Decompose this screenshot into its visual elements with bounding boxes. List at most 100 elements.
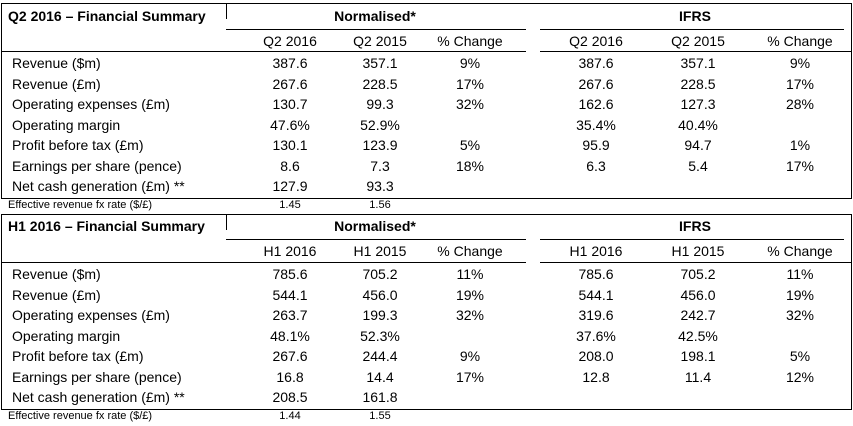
q2-col-ifrs-current: Q2 2016: [569, 33, 623, 49]
cell-norm-current: 130.7: [272, 96, 308, 112]
cell-ifrs-prior: 456.0: [680, 286, 716, 303]
cell-norm-prior: 199.3: [362, 307, 398, 323]
h1-col-norm-current: H1 2016: [263, 243, 317, 259]
cell-ifrs-current: 208.0: [578, 348, 614, 364]
h1-table-title: H1 2016 – Financial Summary: [8, 218, 205, 234]
q2-table-title: Q2 2016 – Financial Summary: [8, 8, 206, 24]
h1-vertical-divider: [226, 214, 227, 230]
cell-ifrs-current: 267.6: [578, 75, 614, 92]
h1-col-ifrs-prior: H1 2015: [671, 243, 725, 259]
q2-fx-rule: [1, 198, 526, 199]
cell-ifrs-current: 785.6: [578, 266, 614, 282]
cell-ifrs-current: [556, 176, 636, 196]
cell-ifrs-change: 28%: [785, 96, 815, 112]
h1-header-rule-ifrs: [540, 239, 844, 240]
h1-fx-row: Effective revenue fx rate ($/£) 1.44 1.5…: [0, 408, 853, 424]
q2-normalised-header: Normalised*: [334, 8, 416, 24]
table-row: Earnings per share (pence) 16.8 14.4 17% 12.…: [0, 367, 853, 387]
h1-col-norm-prior: H1 2015: [353, 243, 407, 259]
q2-header-rule-normalised: [226, 29, 526, 30]
cell-ifrs-prior: [658, 176, 738, 196]
cell-norm-change: 5%: [459, 137, 481, 153]
row-label: Profit before tax (£m): [12, 348, 144, 364]
cell-ifrs-change: 9%: [789, 55, 811, 71]
cell-ifrs-change: 11%: [786, 266, 814, 282]
cell-norm-prior: 123.9: [362, 137, 398, 153]
cell-ifrs-change: 1%: [789, 137, 811, 153]
cell-ifrs-prior: 42.5%: [678, 327, 718, 344]
row-label: Revenue (£m): [12, 286, 101, 303]
h1-fx-label: Effective revenue fx rate ($/£): [8, 410, 153, 422]
table-row: Operating expenses (£m) 130.7 99.3 32% 162.6…: [0, 94, 853, 114]
cell-norm-current: 48.1%: [270, 327, 310, 344]
cell-norm-change: 32%: [455, 307, 485, 323]
q2-column-header-row: Q2 2016 Q2 2015 % Change Q2 2016 Q2 2015…: [0, 31, 853, 51]
cell-norm-change: [430, 387, 510, 407]
row-label: Revenue ($m): [12, 55, 101, 71]
table-row: Operating expenses (£m) 263.7 199.3 32% 319.…: [0, 305, 853, 325]
cell-norm-current: 544.1: [272, 286, 308, 303]
table-row: Profit before tax (£m) 130.1 123.9 5% 95.9 94…: [0, 135, 853, 155]
h1-colheader-rule-left: [1, 262, 526, 263]
cell-ifrs-prior: 198.1: [680, 348, 716, 364]
h1-col-ifrs-current: H1 2016: [569, 243, 623, 259]
cell-norm-prior: 244.4: [362, 348, 398, 364]
cell-ifrs-prior: 228.5: [680, 75, 716, 92]
cell-norm-current: 130.1: [272, 137, 308, 153]
cell-ifrs-prior: 11.4: [684, 368, 712, 385]
table-row: Earnings per share (pence) 8.6 7.3 18% 6.3 5.…: [0, 156, 853, 176]
row-label: Earnings per share (pence): [12, 368, 182, 385]
q2-colheader-rule-left: [1, 51, 526, 52]
cell-ifrs-change: 17%: [785, 157, 815, 174]
cell-norm-change: [430, 326, 510, 346]
q2-fx-norm-current: 1.45: [279, 199, 301, 211]
cell-ifrs-prior: [658, 387, 738, 407]
cell-norm-change: 9%: [459, 348, 481, 364]
table-row: Revenue (£m) 544.1 456.0 19% 544.1 456.0 19%: [0, 285, 853, 305]
h1-table-border: [1, 214, 852, 410]
cell-norm-current: 127.9: [272, 178, 308, 194]
row-label: Operating expenses (£m): [12, 96, 170, 112]
cell-norm-prior: 52.3%: [360, 327, 400, 344]
h1-col-ifrs-change: % Change: [767, 243, 833, 259]
cell-norm-current: 47.6%: [270, 116, 310, 133]
cell-norm-change: 18%: [455, 157, 485, 174]
cell-norm-change: [430, 176, 510, 196]
cell-ifrs-change: 32%: [785, 307, 815, 323]
q2-title-row: Q2 2016 – Financial Summary Normalised* …: [0, 6, 853, 26]
cell-norm-change: 17%: [455, 368, 485, 385]
cell-norm-current: 208.5: [272, 389, 308, 405]
cell-ifrs-current: 162.6: [578, 96, 614, 112]
cell-ifrs-current: 37.6%: [576, 327, 616, 344]
cell-ifrs-prior: 94.7: [684, 137, 712, 153]
cell-ifrs-current: 544.1: [578, 286, 614, 303]
row-label: Operating margin: [12, 327, 121, 344]
cell-norm-prior: 93.3: [366, 178, 394, 194]
cell-norm-prior: 14.4: [366, 368, 394, 385]
row-label: Profit before tax (£m): [12, 137, 144, 153]
cell-norm-prior: 357.1: [362, 55, 398, 71]
q2-vertical-divider: [226, 3, 227, 19]
cell-norm-current: 267.6: [272, 348, 308, 364]
q2-col-norm-prior: Q2 2015: [353, 33, 407, 49]
q2-col-norm-current: Q2 2016: [263, 33, 317, 49]
table-row: Revenue ($m) 387.6 357.1 9% 387.6 357.1 9%: [0, 53, 853, 73]
cell-ifrs-change: 17%: [785, 75, 815, 92]
row-label: Net cash generation (£m) **: [12, 178, 185, 194]
cell-ifrs-current: 6.3: [586, 157, 606, 174]
h1-ifrs-header: IFRS: [679, 218, 711, 234]
cell-norm-change: 19%: [455, 286, 485, 303]
cell-norm-current: 8.6: [280, 157, 300, 174]
q2-colheader-rule-right: [540, 51, 852, 52]
table-row: Operating margin 48.1% 52.3% 37.6% 42.5%: [0, 326, 853, 346]
row-label: Revenue (£m): [12, 75, 101, 92]
cell-norm-current: 263.7: [272, 307, 308, 323]
cell-ifrs-prior: 357.1: [680, 55, 716, 71]
h1-title-row: H1 2016 – Financial Summary Normalised* …: [0, 216, 853, 236]
row-label: Net cash generation (£m) **: [12, 389, 185, 405]
cell-norm-prior: 705.2: [362, 266, 398, 282]
table-row: Revenue ($m) 785.6 705.2 11% 785.6 705.2 11%: [0, 264, 853, 284]
cell-norm-change: 9%: [459, 55, 481, 71]
table-row: Operating margin 47.6% 52.9% 35.4% 40.4%: [0, 115, 853, 135]
q2-col-norm-change: % Change: [437, 33, 503, 49]
